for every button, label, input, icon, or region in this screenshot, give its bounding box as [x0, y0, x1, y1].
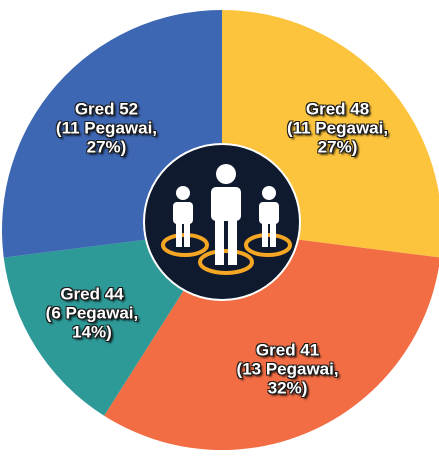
- category-label: Gred 52: [74, 99, 139, 119]
- slice-label: Gred 48 (11 Pegawai, 27%): [273, 100, 403, 157]
- value-label: (6 Pegawai, 14%): [45, 303, 139, 342]
- category-label: Gred 41: [255, 340, 320, 360]
- people: [173, 164, 279, 265]
- slice-label: Gred 52 (11 Pegawai, 27%): [41, 100, 171, 157]
- slice-label: Gred 44 (6 Pegawai, 14%): [27, 284, 157, 341]
- value-label: (13 Pegawai, 32%): [236, 359, 339, 398]
- center-icon: [143, 143, 301, 301]
- slice-label: Gred 41 (13 Pegawai, 32%): [223, 341, 353, 398]
- value-label: (11 Pegawai, 27%): [286, 118, 389, 157]
- category-label: Gred 44: [60, 284, 124, 304]
- value-label: (11 Pegawai, 27%): [55, 118, 158, 157]
- category-label: Gred 48: [305, 99, 370, 119]
